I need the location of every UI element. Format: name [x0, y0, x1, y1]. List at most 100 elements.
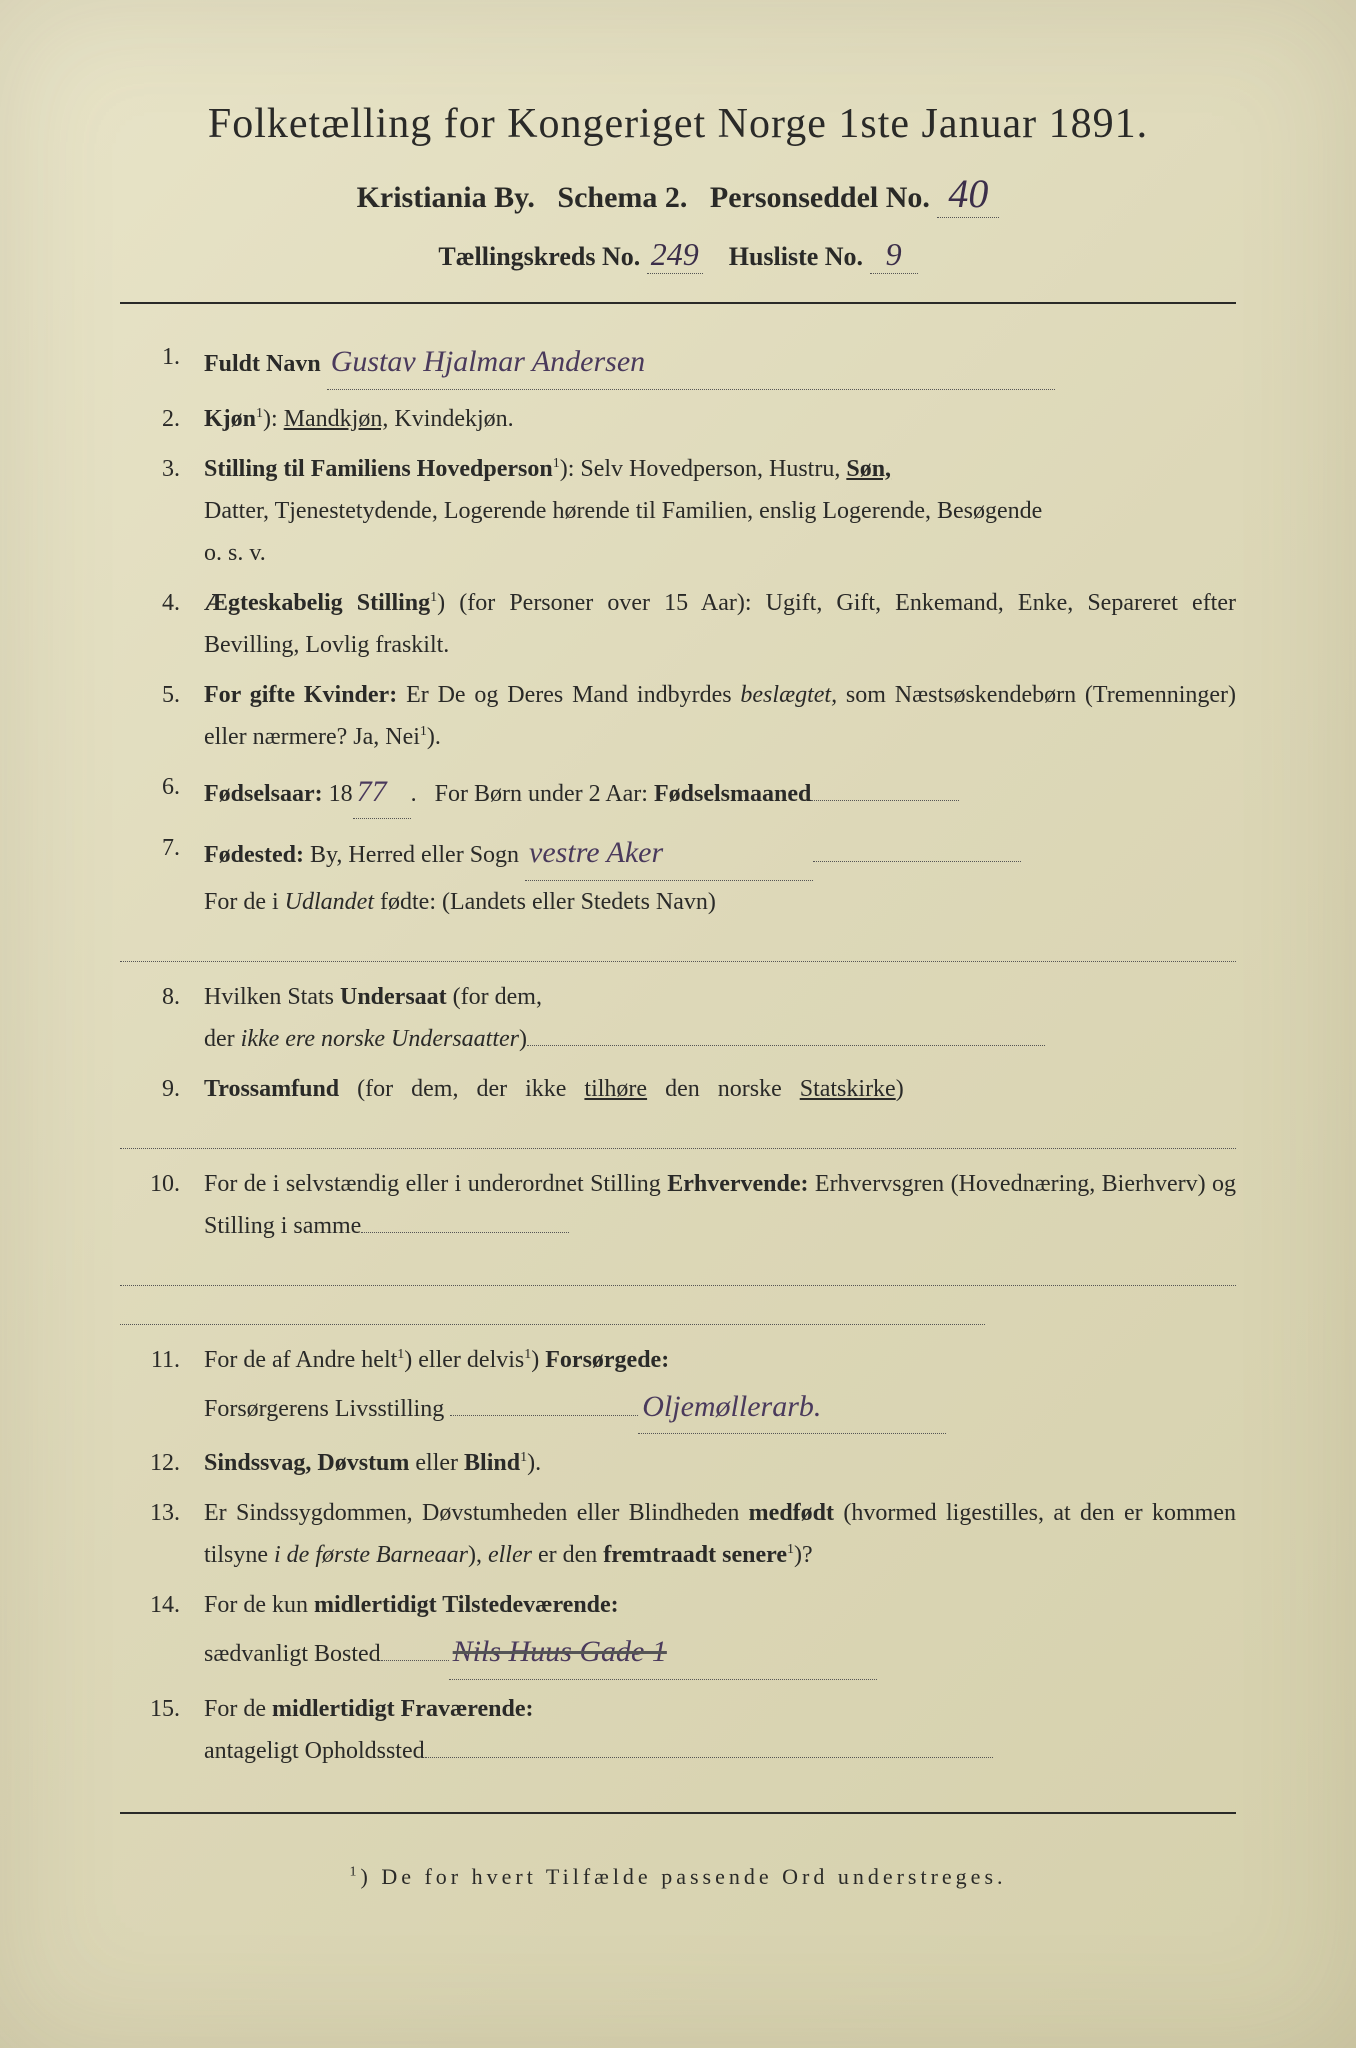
- item8-l2c: ): [519, 1026, 527, 1052]
- label-fodested: Fødested:: [204, 842, 304, 868]
- item7-l2c: fødte: (Landets eller Stedets Navn): [374, 889, 716, 915]
- husliste-label: Husliste No.: [729, 242, 863, 271]
- item14-l2: sædvanligt Bosted: [204, 1641, 381, 1667]
- num-1: 1.: [120, 336, 204, 378]
- item-8: 8. Hvilken Stats Undersaat (for dem, der…: [120, 976, 1236, 1060]
- item-14: 14. For de kun midlertidigt Tilstedevære…: [120, 1584, 1236, 1680]
- item13-ia: i de første Barneaar: [274, 1542, 468, 1568]
- item-9: 9. Trossamfund (for dem, der ikke tilhør…: [120, 1068, 1236, 1110]
- sup-11a: 1: [397, 1347, 404, 1362]
- num-4: 4.: [120, 582, 204, 624]
- item3-line2: Datter, Tjenestetydende, Logerende høren…: [204, 498, 1042, 524]
- item3-line3: o. s. v.: [204, 540, 266, 566]
- item-1: 1. Fuldt Navn Gustav Hjalmar Andersen: [120, 336, 1236, 390]
- forsorg-value: Oljemøllerarb.: [638, 1381, 946, 1435]
- item5-tb: beslægtet,: [740, 682, 837, 708]
- ophold-value: [425, 1733, 993, 1758]
- item11-tb: eller delvis: [412, 1347, 524, 1373]
- value-navn: Gustav Hjalmar Andersen: [327, 336, 1055, 390]
- kreds-no: 249: [647, 236, 703, 274]
- num-5: 5.: [120, 674, 204, 716]
- label-stilling: Stilling til Familiens Hovedperson: [204, 456, 553, 482]
- sup-2: 1: [256, 406, 263, 421]
- label-kjon: Kjøn: [204, 406, 256, 432]
- num-15: 15.: [120, 1688, 204, 1730]
- subtitle-line: Kristiania By. Schema 2. Personseddel No…: [120, 170, 1236, 218]
- item12-text: eller: [409, 1450, 464, 1476]
- item13-ta: Er Sindssygdommen, Døvstumheden eller Bl…: [204, 1500, 749, 1526]
- item7-l2a: For de i: [204, 889, 285, 915]
- personseddel-label: Personseddel No.: [710, 181, 930, 214]
- item7-l2b: Udlandet: [285, 889, 374, 915]
- undersaat-value: [527, 1021, 1045, 1046]
- city-label: Kristiania By.: [357, 181, 535, 214]
- erhverv-pad: [361, 1208, 569, 1233]
- sup-5: 1: [420, 724, 427, 739]
- item13-ba: medfødt: [749, 1500, 834, 1526]
- label-aegte: Ægteskabelig Stilling: [204, 590, 430, 616]
- dotted-after-7: [120, 937, 1236, 962]
- num-6: 6.: [120, 766, 204, 808]
- item-4: 4. Ægteskabelig Stilling1) (for Personer…: [120, 582, 1236, 666]
- born-label: For Børn under 2 Aar:: [435, 781, 648, 807]
- census-form-page: Folketælling for Kongeriget Norge 1ste J…: [0, 0, 1356, 2048]
- footnote: 1) De for hvert Tilfælde passende Ord un…: [120, 1864, 1236, 1890]
- item15-t: For de: [204, 1696, 272, 1722]
- label-forsorg: Forsørgede:: [545, 1347, 669, 1373]
- item-3: 3. Stilling til Familiens Hovedperson1):…: [120, 448, 1236, 574]
- forsorg-pad: [450, 1391, 638, 1416]
- num-8: 8.: [120, 976, 204, 1018]
- month-value: [811, 776, 959, 801]
- item-15: 15. For de midlertidigt Fraværende: anta…: [120, 1688, 1236, 1772]
- item-2: 2. Kjøn1): Mandkjøn, Kvindekjøn.: [120, 398, 1236, 440]
- sup-foot: 1: [349, 1864, 360, 1879]
- dotted-after-10a: [120, 1261, 1236, 1286]
- label-navn: Fuldt Navn: [204, 351, 321, 377]
- fodested-pad: [813, 837, 1021, 862]
- month-label: Fødselsmaaned: [654, 781, 811, 807]
- num-12: 12.: [120, 1442, 204, 1484]
- item13-bb: fremtraadt senere: [603, 1542, 787, 1568]
- item15-l2: antageligt Opholdssted: [204, 1738, 425, 1764]
- num-9: 9.: [120, 1068, 204, 1110]
- label-erhverv: Erhvervende:: [667, 1171, 808, 1197]
- sup-3: 1: [553, 456, 560, 471]
- item-11: 11. For de af Andre helt1) eller delvis1…: [120, 1339, 1236, 1435]
- sup-11b: 1: [524, 1347, 531, 1362]
- item-6: 6. Fødselsaar: 1877. For Børn under 2 Aa…: [120, 766, 1236, 820]
- item-12: 12. Sindssvag, Døvstum eller Blind1).: [120, 1442, 1236, 1484]
- item13-ib: eller: [488, 1542, 532, 1568]
- item13-td: er den: [532, 1542, 603, 1568]
- item10-ta: For de i selvstændig eller i underordnet…: [204, 1171, 667, 1197]
- item13-tc: ),: [468, 1542, 488, 1568]
- sup-13: 1: [787, 1542, 794, 1557]
- divider-bottom: [120, 1812, 1236, 1814]
- kreds-label: Tællingskreds No.: [438, 242, 640, 271]
- main-title: Folketælling for Kongeriget Norge 1ste J…: [120, 100, 1236, 148]
- label-sinds: Sindssvag, Døvstum: [204, 1450, 409, 1476]
- item8-l2b: ikke ere norske Undersaatter: [241, 1026, 519, 1052]
- num-13: 13.: [120, 1492, 204, 1534]
- bosted-value: Nils Huus Gade 1: [449, 1626, 877, 1680]
- num-11: 11.: [120, 1339, 204, 1381]
- label-blind: Blind: [464, 1450, 520, 1476]
- label-frav: midlertidigt Fraværende:: [272, 1696, 534, 1722]
- item8-l2a: der: [204, 1026, 241, 1052]
- num-3: 3.: [120, 448, 204, 490]
- item-10: 10. For de i selvstændig eller i underor…: [120, 1163, 1236, 1247]
- label-fodsel: Fødselsaar:: [204, 781, 323, 807]
- item8-l1: Hvilken Stats: [204, 984, 340, 1010]
- label-gifte: For gifte Kvinder:: [204, 682, 397, 708]
- bosted-pad: [381, 1636, 449, 1661]
- divider-top: [120, 302, 1236, 304]
- item-13: 13. Er Sindssygdommen, Døvstumheden elle…: [120, 1492, 1236, 1576]
- dotted-after-10b: [120, 1300, 985, 1325]
- year-prefix: 18: [329, 781, 353, 807]
- personseddel-no: 40: [937, 170, 999, 218]
- sup-4: 1: [430, 590, 437, 605]
- item-7: 7. Fødested: By, Herred eller Sogn vestr…: [120, 827, 1236, 923]
- item14-t: For de kun: [204, 1592, 314, 1618]
- item11-ta: For de af Andre helt: [204, 1347, 397, 1373]
- year-value: 77: [353, 766, 411, 820]
- label-tilstede: midlertidigt Tilstedeværende:: [314, 1592, 619, 1618]
